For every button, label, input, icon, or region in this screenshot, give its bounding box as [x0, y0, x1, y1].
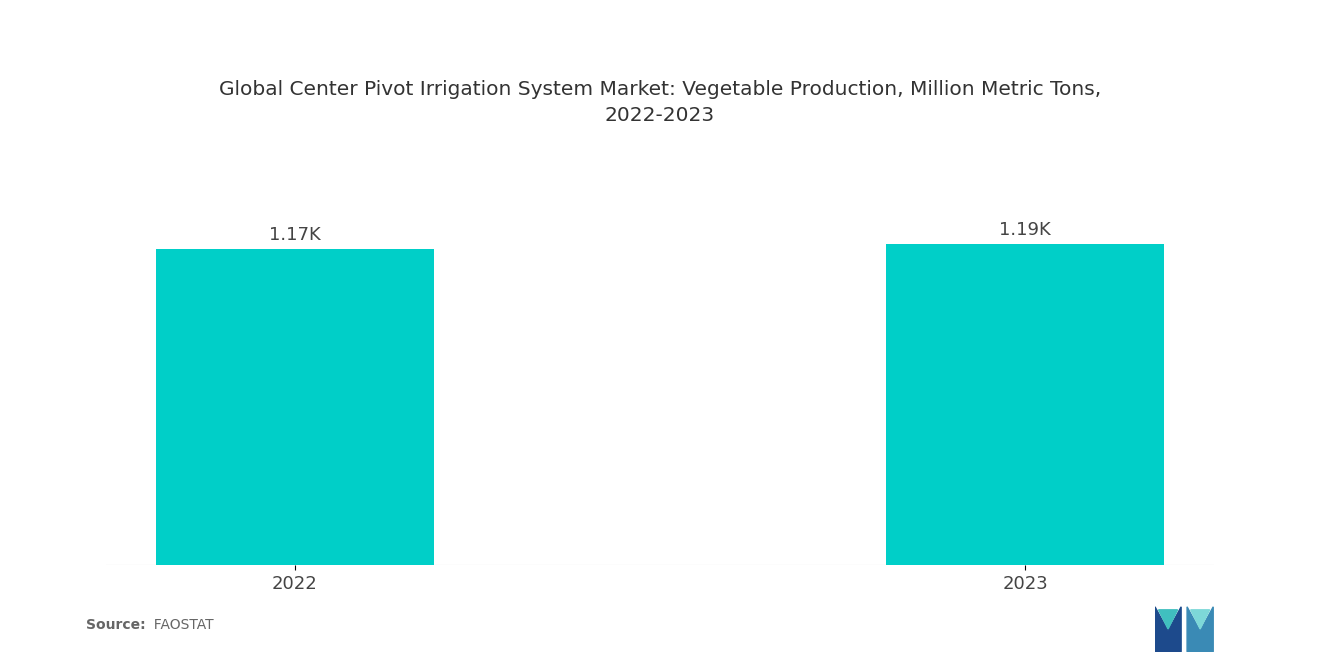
- Text: 1.19K: 1.19K: [999, 221, 1051, 239]
- Polygon shape: [1155, 606, 1181, 652]
- Text: 1.17K: 1.17K: [269, 226, 321, 244]
- Bar: [156, 249, 433, 565]
- Title: Global Center Pivot Irrigation System Market: Vegetable Production, Million Metr: Global Center Pivot Irrigation System Ma…: [219, 80, 1101, 125]
- Bar: [887, 243, 1164, 565]
- Polygon shape: [1159, 610, 1177, 629]
- Text: Source:: Source:: [86, 618, 145, 632]
- Polygon shape: [1187, 606, 1213, 652]
- Polygon shape: [1191, 610, 1209, 629]
- Text: FAOSTAT: FAOSTAT: [145, 618, 214, 632]
